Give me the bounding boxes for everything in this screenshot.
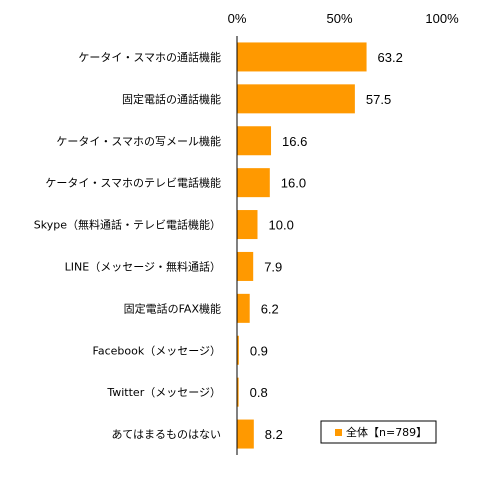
data-label: 63.2 [378, 50, 403, 65]
legend: 全体【n=789】 [320, 420, 437, 444]
category-labels: ケータイ・スマホの通話機能固定電話の通話機能ケータイ・スマホの写メール機能ケータ… [34, 50, 221, 441]
category-label: 固定電話のFAX機能 [124, 301, 221, 315]
bar [237, 210, 258, 240]
category-label: Facebook（メッセージ） [93, 344, 221, 357]
category-label: あてはまるものはない [111, 428, 221, 441]
bar [237, 126, 272, 156]
legend-swatch [335, 429, 342, 436]
data-label: 8.2 [265, 427, 283, 442]
bar [237, 84, 355, 114]
bar [237, 251, 254, 281]
bar [237, 377, 239, 407]
data-label: 6.2 [261, 301, 279, 316]
category-label: Twitter（メッセージ） [106, 386, 221, 399]
data-label: 7.9 [264, 259, 282, 274]
x-tick-label: 100% [425, 11, 459, 26]
bar [237, 42, 367, 72]
x-axis-ticks: 0% 50% 100% [228, 11, 459, 26]
bar [237, 419, 254, 449]
data-label: 0.9 [250, 343, 268, 358]
bar [237, 168, 270, 198]
category-label: LINE（メッセージ・無料通話） [65, 259, 221, 273]
bar [237, 335, 239, 365]
legend-box [320, 420, 437, 444]
category-label: 固定電話の通話機能 [122, 92, 221, 106]
legend-label: 全体【n=789】 [346, 425, 427, 439]
data-label: 57.5 [366, 92, 391, 107]
data-label: 16.6 [282, 134, 307, 149]
data-label: 0.8 [250, 385, 268, 400]
value-labels: 63.2 57.5 16.6 16.0 10.0 7.9 6.2 0.9 0.8 8.2 [250, 50, 403, 442]
bars [237, 42, 367, 449]
category-label: ケータイ・スマホの通話機能 [78, 50, 221, 64]
bar [237, 293, 250, 323]
category-label: ケータイ・スマホの写メール機能 [56, 134, 221, 148]
category-label: ケータイ・スマホのテレビ電話機能 [45, 176, 221, 190]
x-tick-label: 0% [228, 11, 247, 26]
data-label: 16.0 [281, 176, 306, 191]
x-tick-label: 50% [326, 11, 352, 26]
category-label: Skype（無料通話・テレビ電話機能） [34, 218, 221, 232]
data-label: 10.0 [269, 218, 294, 233]
